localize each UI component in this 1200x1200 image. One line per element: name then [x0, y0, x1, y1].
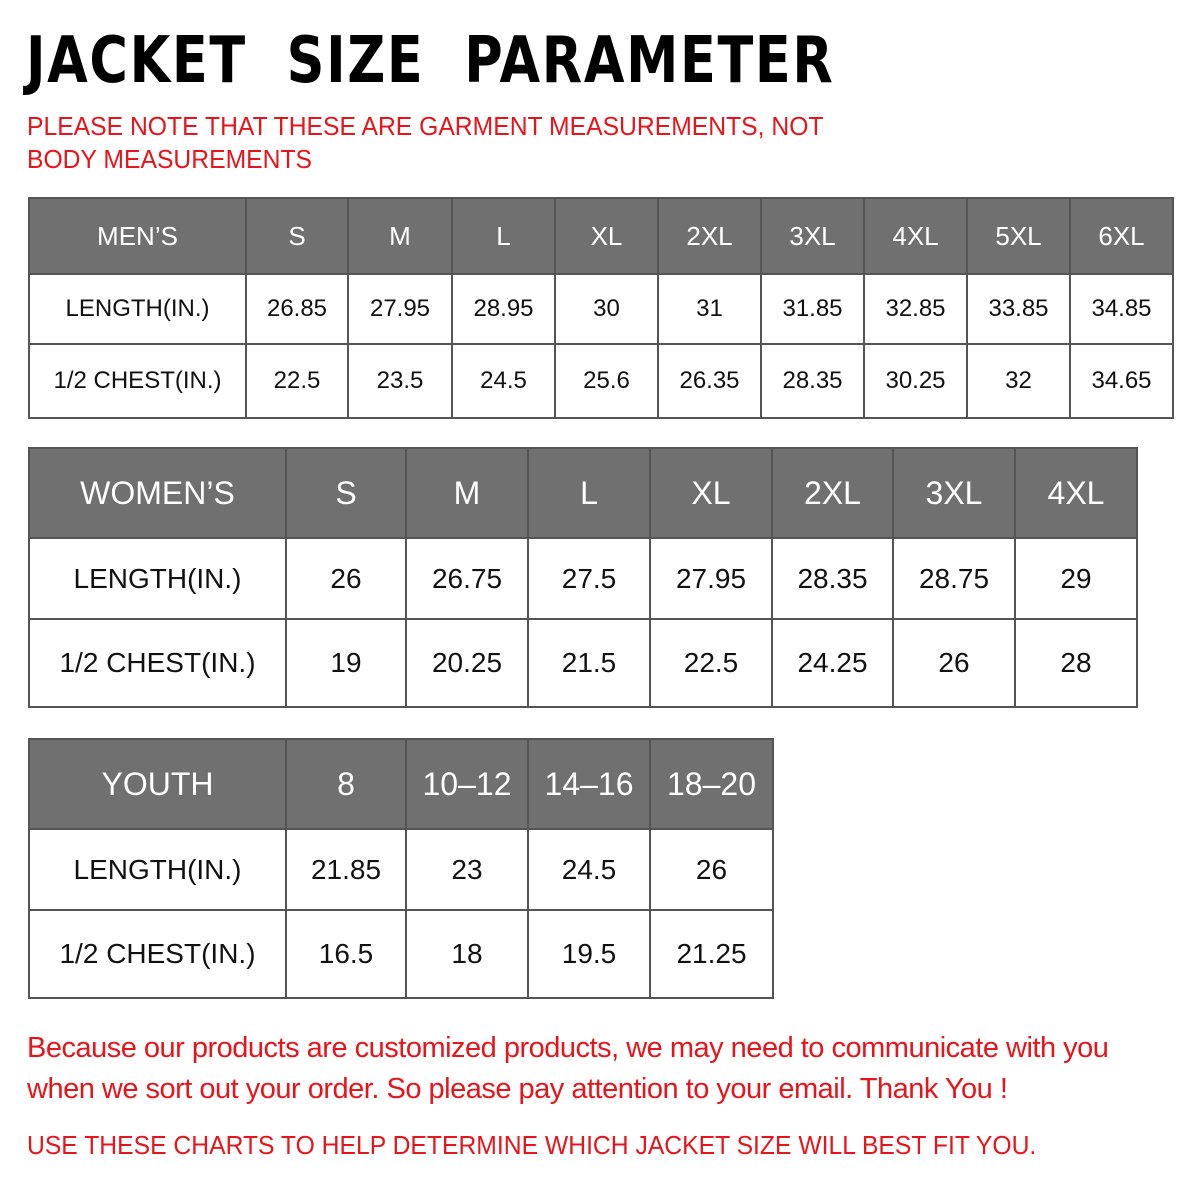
- table-row: LENGTH(IN.) 26.85 27.95 28.95 30 31 31.85 32.85…: [28, 273, 1174, 345]
- measurement-value: 26.85: [245, 273, 349, 345]
- size-header: M: [405, 447, 529, 539]
- measurement-value: 27.5: [527, 537, 651, 620]
- measurement-value: 31.85: [760, 273, 865, 345]
- measurement-value: 26.35: [657, 343, 762, 419]
- measurement-value: 32: [966, 343, 1071, 419]
- size-header: XL: [649, 447, 773, 539]
- size-header: 18–20: [649, 738, 774, 830]
- youth-size-table: YOUTH 8 10–12 14–16 18–20 LENGTH(IN.) 21.85 23 2…: [28, 738, 774, 999]
- womens-size-table: WOMEN’S S M L XL 2XL 3XL 4XL LENGTH(IN.) 26 26.75 2…: [28, 447, 1138, 708]
- mens-size-table: MEN’S S M L XL 2XL 3XL 4XL 5XL 6XL LENGTH(IN.) 26.8…: [28, 197, 1174, 419]
- measurement-value: 21.85: [285, 828, 407, 911]
- measurement-label: LENGTH(IN.): [28, 273, 247, 345]
- measurement-value: 24.25: [771, 618, 894, 708]
- measurement-note: PLEASE NOTE THAT THESE ARE GARMENT MEASU…: [27, 111, 824, 174]
- measurement-value: 34.65: [1069, 343, 1174, 419]
- table-header-row: WOMEN’S S M L XL 2XL 3XL 4XL: [28, 447, 1138, 539]
- size-header: 4XL: [863, 197, 968, 275]
- measurement-value: 23: [405, 828, 529, 911]
- measurement-value: 22.5: [245, 343, 349, 419]
- size-header: 8: [285, 738, 407, 830]
- measurement-value: 25.6: [554, 343, 659, 419]
- measurement-value: 26: [285, 537, 407, 620]
- table-row: 1/2 CHEST(IN.) 22.5 23.5 24.5 25.6 26.35 28.35…: [28, 343, 1174, 419]
- measurement-value: 26.75: [405, 537, 529, 620]
- category-header: MEN’S: [28, 197, 247, 275]
- table-row: LENGTH(IN.) 21.85 23 24.5 26: [28, 828, 774, 911]
- size-header: 14–16: [527, 738, 651, 830]
- table-row: 1/2 CHEST(IN.) 16.5 18 19.5 21.25: [28, 909, 774, 999]
- measurement-value: 27.95: [347, 273, 453, 345]
- measurement-value: 31: [657, 273, 762, 345]
- size-header: L: [451, 197, 556, 275]
- measurement-value: 32.85: [863, 273, 968, 345]
- size-header: S: [285, 447, 407, 539]
- size-header: 6XL: [1069, 197, 1174, 275]
- size-header: 3XL: [760, 197, 865, 275]
- measurement-value: 21.5: [527, 618, 651, 708]
- measurement-value: 18: [405, 909, 529, 999]
- size-header: L: [527, 447, 651, 539]
- page-title: JACKET SIZE PARAMETER: [26, 24, 835, 98]
- measurement-value: 19: [285, 618, 407, 708]
- measurement-label: 1/2 CHEST(IN.): [28, 343, 247, 419]
- measurement-value: 28.35: [760, 343, 865, 419]
- measurement-label: 1/2 CHEST(IN.): [28, 909, 287, 999]
- table-row: 1/2 CHEST(IN.) 19 20.25 21.5 22.5 24.25 26 28: [28, 618, 1138, 708]
- measurement-label: LENGTH(IN.): [28, 537, 287, 620]
- measurement-value: 33.85: [966, 273, 1071, 345]
- measurement-label: 1/2 CHEST(IN.): [28, 618, 287, 708]
- measurement-value: 24.5: [451, 343, 556, 419]
- category-header: YOUTH: [28, 738, 287, 830]
- size-header: S: [245, 197, 349, 275]
- measurement-value: 20.25: [405, 618, 529, 708]
- size-header: 5XL: [966, 197, 1071, 275]
- measurement-value: 27.95: [649, 537, 773, 620]
- category-header: WOMEN’S: [28, 447, 287, 539]
- measurement-value: 23.5: [347, 343, 453, 419]
- measurement-label: LENGTH(IN.): [28, 828, 287, 911]
- size-header: 4XL: [1014, 447, 1138, 539]
- size-header: M: [347, 197, 453, 275]
- measurement-value: 34.85: [1069, 273, 1174, 345]
- measurement-value: 24.5: [527, 828, 651, 911]
- table-header-row: MEN’S S M L XL 2XL 3XL 4XL 5XL 6XL: [28, 197, 1174, 275]
- size-header: 3XL: [892, 447, 1016, 539]
- measurement-value: 21.25: [649, 909, 774, 999]
- measurement-value: 30.25: [863, 343, 968, 419]
- customization-message: Because our products are customized prod…: [27, 1032, 1109, 1105]
- measurement-value: 28: [1014, 618, 1138, 708]
- size-instruction: USE THESE CHARTS TO HELP DETERMINE WHICH…: [27, 1130, 1037, 1160]
- measurement-value: 29: [1014, 537, 1138, 620]
- measurement-value: 26: [892, 618, 1016, 708]
- size-header: 2XL: [657, 197, 762, 275]
- measurement-value: 28.75: [892, 537, 1016, 620]
- size-header: 2XL: [771, 447, 894, 539]
- measurement-value: 26: [649, 828, 774, 911]
- measurement-value: 16.5: [285, 909, 407, 999]
- measurement-value: 19.5: [527, 909, 651, 999]
- measurement-value: 30: [554, 273, 659, 345]
- size-header: XL: [554, 197, 659, 275]
- measurement-value: 28.95: [451, 273, 556, 345]
- measurement-value: 22.5: [649, 618, 773, 708]
- table-header-row: YOUTH 8 10–12 14–16 18–20: [28, 738, 774, 830]
- table-row: LENGTH(IN.) 26 26.75 27.5 27.95 28.35 28.75 29: [28, 537, 1138, 620]
- size-header: 10–12: [405, 738, 529, 830]
- measurement-value: 28.35: [771, 537, 894, 620]
